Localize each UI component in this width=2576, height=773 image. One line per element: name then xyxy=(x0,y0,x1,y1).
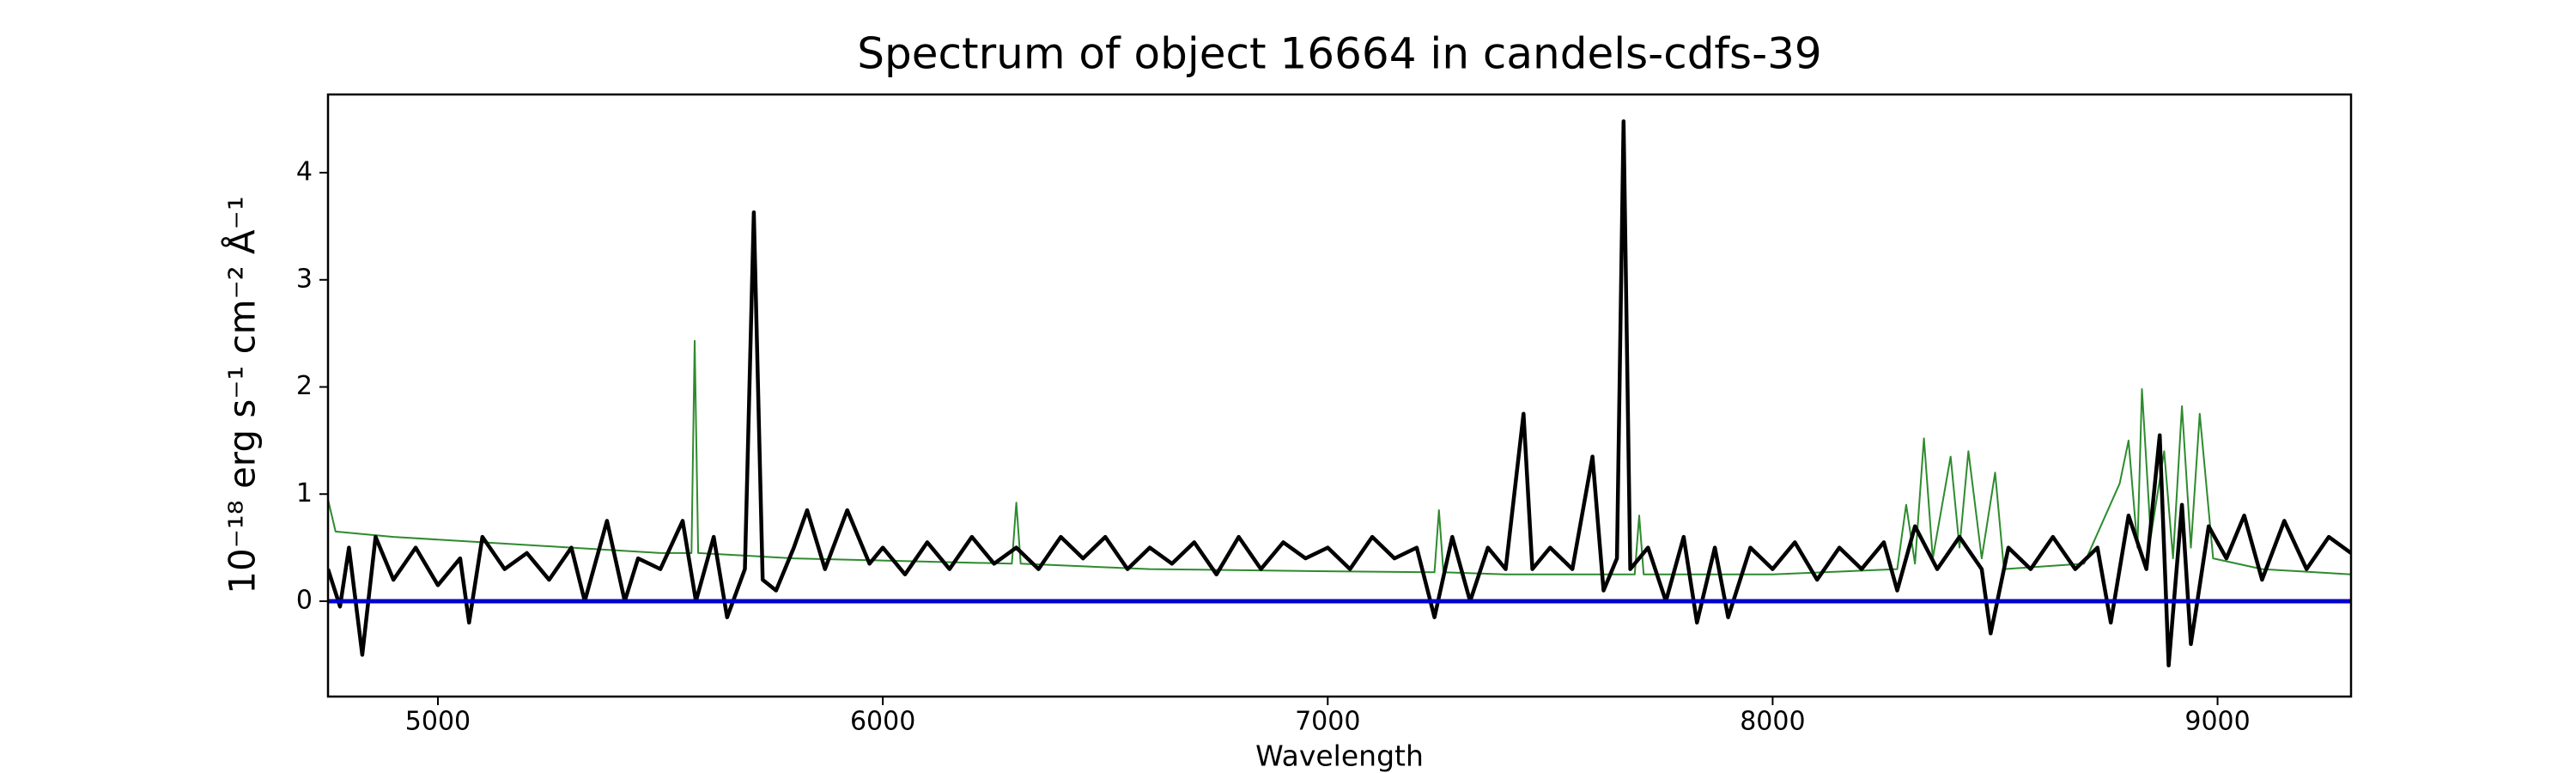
y-tick-label: 2 xyxy=(296,371,313,401)
spectrum-line xyxy=(328,339,2351,575)
spectrum-line xyxy=(328,119,2351,668)
x-tick-label: 8000 xyxy=(1740,707,1805,737)
x-axis-label: Wavelength xyxy=(1255,740,1424,773)
plot-area xyxy=(328,119,2351,668)
x-tick-label: 9000 xyxy=(2184,707,2250,737)
plot-frame xyxy=(326,93,2353,698)
y-tick-label: 0 xyxy=(296,585,313,615)
y-tick-label: 3 xyxy=(296,264,313,294)
y-tick-label: 4 xyxy=(296,157,313,187)
x-tick-label: 5000 xyxy=(405,707,471,737)
y-tick-label: 1 xyxy=(296,478,313,508)
x-tick-label: 7000 xyxy=(1295,707,1360,737)
x-tick-label: 6000 xyxy=(850,707,915,737)
chart-title: Spectrum of object 16664 in candels-cdfs… xyxy=(857,29,1822,79)
y-axis-label: 10⁻¹⁸ erg s⁻¹ cm⁻² Å⁻¹ xyxy=(221,196,264,593)
